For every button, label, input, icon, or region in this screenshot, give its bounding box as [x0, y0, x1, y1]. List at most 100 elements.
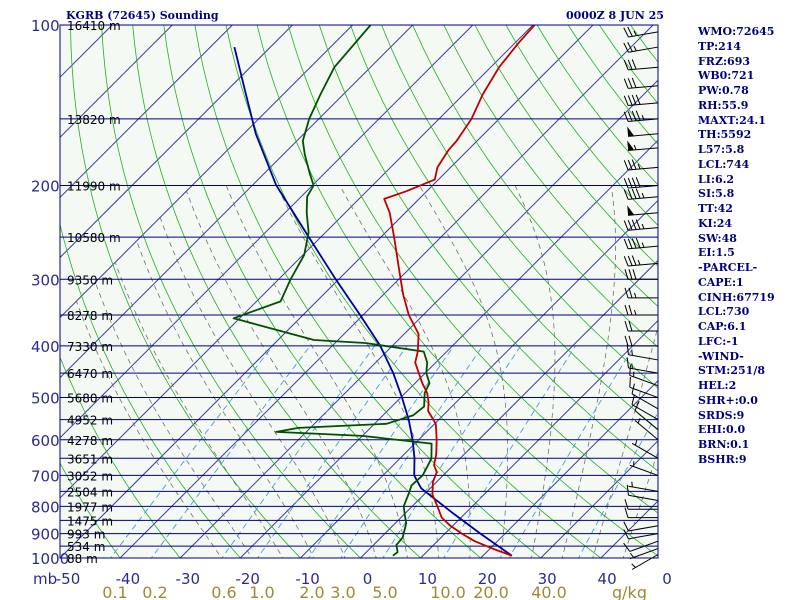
wind-barb — [623, 110, 659, 122]
wind-barb — [623, 42, 659, 53]
wind-barb — [629, 376, 659, 399]
wind-barb-shaft — [628, 196, 659, 200]
stability-index: RH:55.9 — [698, 98, 749, 112]
stability-index: EHI:0.0 — [698, 423, 746, 437]
dry-adiabat — [60, 462, 121, 558]
stability-index: FRZ:693 — [698, 54, 751, 68]
wind-barb-flag — [627, 126, 635, 137]
height-label: 534 m — [67, 540, 105, 554]
profiles — [232, 25, 536, 557]
wind-barb-full — [623, 27, 629, 38]
dry-adiabat — [412, 25, 658, 348]
temperature-trace — [383, 25, 536, 557]
wind-barb-full — [623, 111, 629, 122]
wind-barb-half — [631, 563, 636, 568]
wind-barb-full — [623, 529, 629, 540]
isotherm — [60, 25, 293, 259]
wind-barb-full — [631, 238, 637, 249]
wind-barb-shaft — [628, 227, 659, 231]
wind-barb — [628, 481, 659, 492]
stability-index: TH:5592 — [698, 128, 752, 142]
height-label: 9350 m — [67, 273, 113, 287]
wind-barb-full — [624, 287, 629, 298]
isotherm — [179, 79, 658, 558]
height-label: 4952 m — [67, 414, 113, 428]
wind-barb — [634, 418, 659, 441]
wind-barb-full — [635, 219, 641, 230]
wind-barb — [624, 507, 658, 519]
wind-barb-shaft — [634, 410, 659, 431]
height-label: 10580 m — [67, 231, 121, 245]
wind-barb-full — [624, 320, 629, 332]
wind-barb-full — [624, 269, 629, 280]
wind-barb-shaft — [628, 46, 659, 53]
wind-barb-full — [627, 159, 633, 170]
stability-index: TT:42 — [698, 202, 733, 215]
pressure-tick-label: 200 — [31, 177, 60, 195]
temperature-tick-label: -40 — [116, 570, 141, 588]
plot-background — [60, 25, 658, 558]
wind-barb — [627, 205, 659, 216]
moist-adiabat — [136, 241, 315, 558]
wind-barb-shaft — [629, 540, 659, 552]
dry-adiabat — [194, 25, 542, 558]
wind-barb — [624, 287, 658, 299]
wind-barb-full — [627, 220, 633, 231]
wind-barb-shaft — [628, 245, 659, 250]
wind-barb — [623, 177, 659, 189]
wind-barb-full — [631, 159, 637, 170]
height-label: 13820 m — [67, 113, 121, 127]
wind-barb-shaft — [629, 464, 659, 476]
wind-barb-full — [628, 320, 633, 332]
wind-barb-shaft — [634, 420, 659, 441]
dry-adiabat — [225, 25, 602, 558]
wind-barb-half — [633, 144, 637, 150]
wind-barb-shaft — [628, 66, 659, 71]
moist-adiabat — [76, 301, 222, 558]
wind-barb-shaft — [628, 166, 659, 171]
wind-barb — [631, 440, 659, 459]
stability-index: TP:214 — [698, 39, 742, 53]
wind-barb-full — [624, 304, 629, 316]
stability-index: HEL:2 — [698, 379, 737, 392]
mixing-ratio-line — [110, 345, 274, 558]
stability-index: CINH:67719 — [698, 290, 775, 304]
pressure-tick-label: 1000 — [31, 550, 69, 568]
wind-barb-full — [631, 110, 637, 121]
height-label: 1977 m — [67, 500, 113, 514]
wind-barb-shaft — [628, 85, 659, 89]
wind-barb-full — [629, 376, 631, 388]
wind-barb-shaft — [628, 212, 659, 216]
mixing-ratio-tick-label: 0.6 — [211, 583, 236, 600]
moist-adiabat — [159, 217, 346, 558]
mixing-ratio-tick-label: 40.0 — [531, 583, 567, 600]
wind-barb — [626, 484, 659, 501]
pressure-tick-label: 400 — [31, 338, 60, 356]
isotherm — [60, 25, 233, 199]
parcel-trace — [233, 46, 513, 557]
wind-barb-full — [623, 95, 629, 106]
dewpoint-trace — [232, 25, 433, 557]
isotherm — [540, 440, 658, 558]
wind-barb-shaft — [628, 147, 659, 151]
wind-barb-shaft — [629, 548, 659, 560]
stability-index: PW:0.78 — [698, 84, 749, 97]
stability-index-list: WMO:72645 TP:214 FRZ:693 WB0:721 PW:0.78 RH:5… — [698, 25, 775, 468]
stability-index: BSHR:9 — [698, 452, 747, 466]
wind-barb — [627, 140, 659, 151]
wind-barb-full — [629, 364, 631, 376]
wind-barb-half — [634, 440, 638, 446]
moist-adiabat — [276, 185, 440, 558]
height-label: 88 m — [67, 552, 98, 566]
wind-barb — [631, 394, 659, 421]
moist-adiabat — [514, 185, 556, 558]
wind-barb-half — [637, 418, 641, 424]
wind-barb-full — [627, 177, 633, 188]
wind-barb — [624, 304, 658, 316]
dry-adiabat — [350, 25, 658, 430]
wind-barb — [626, 344, 659, 361]
height-label: 16410 m — [67, 19, 121, 33]
wind-barb-half — [631, 363, 633, 369]
isotherm — [119, 25, 654, 558]
stability-index: SRDS:9 — [698, 408, 745, 422]
